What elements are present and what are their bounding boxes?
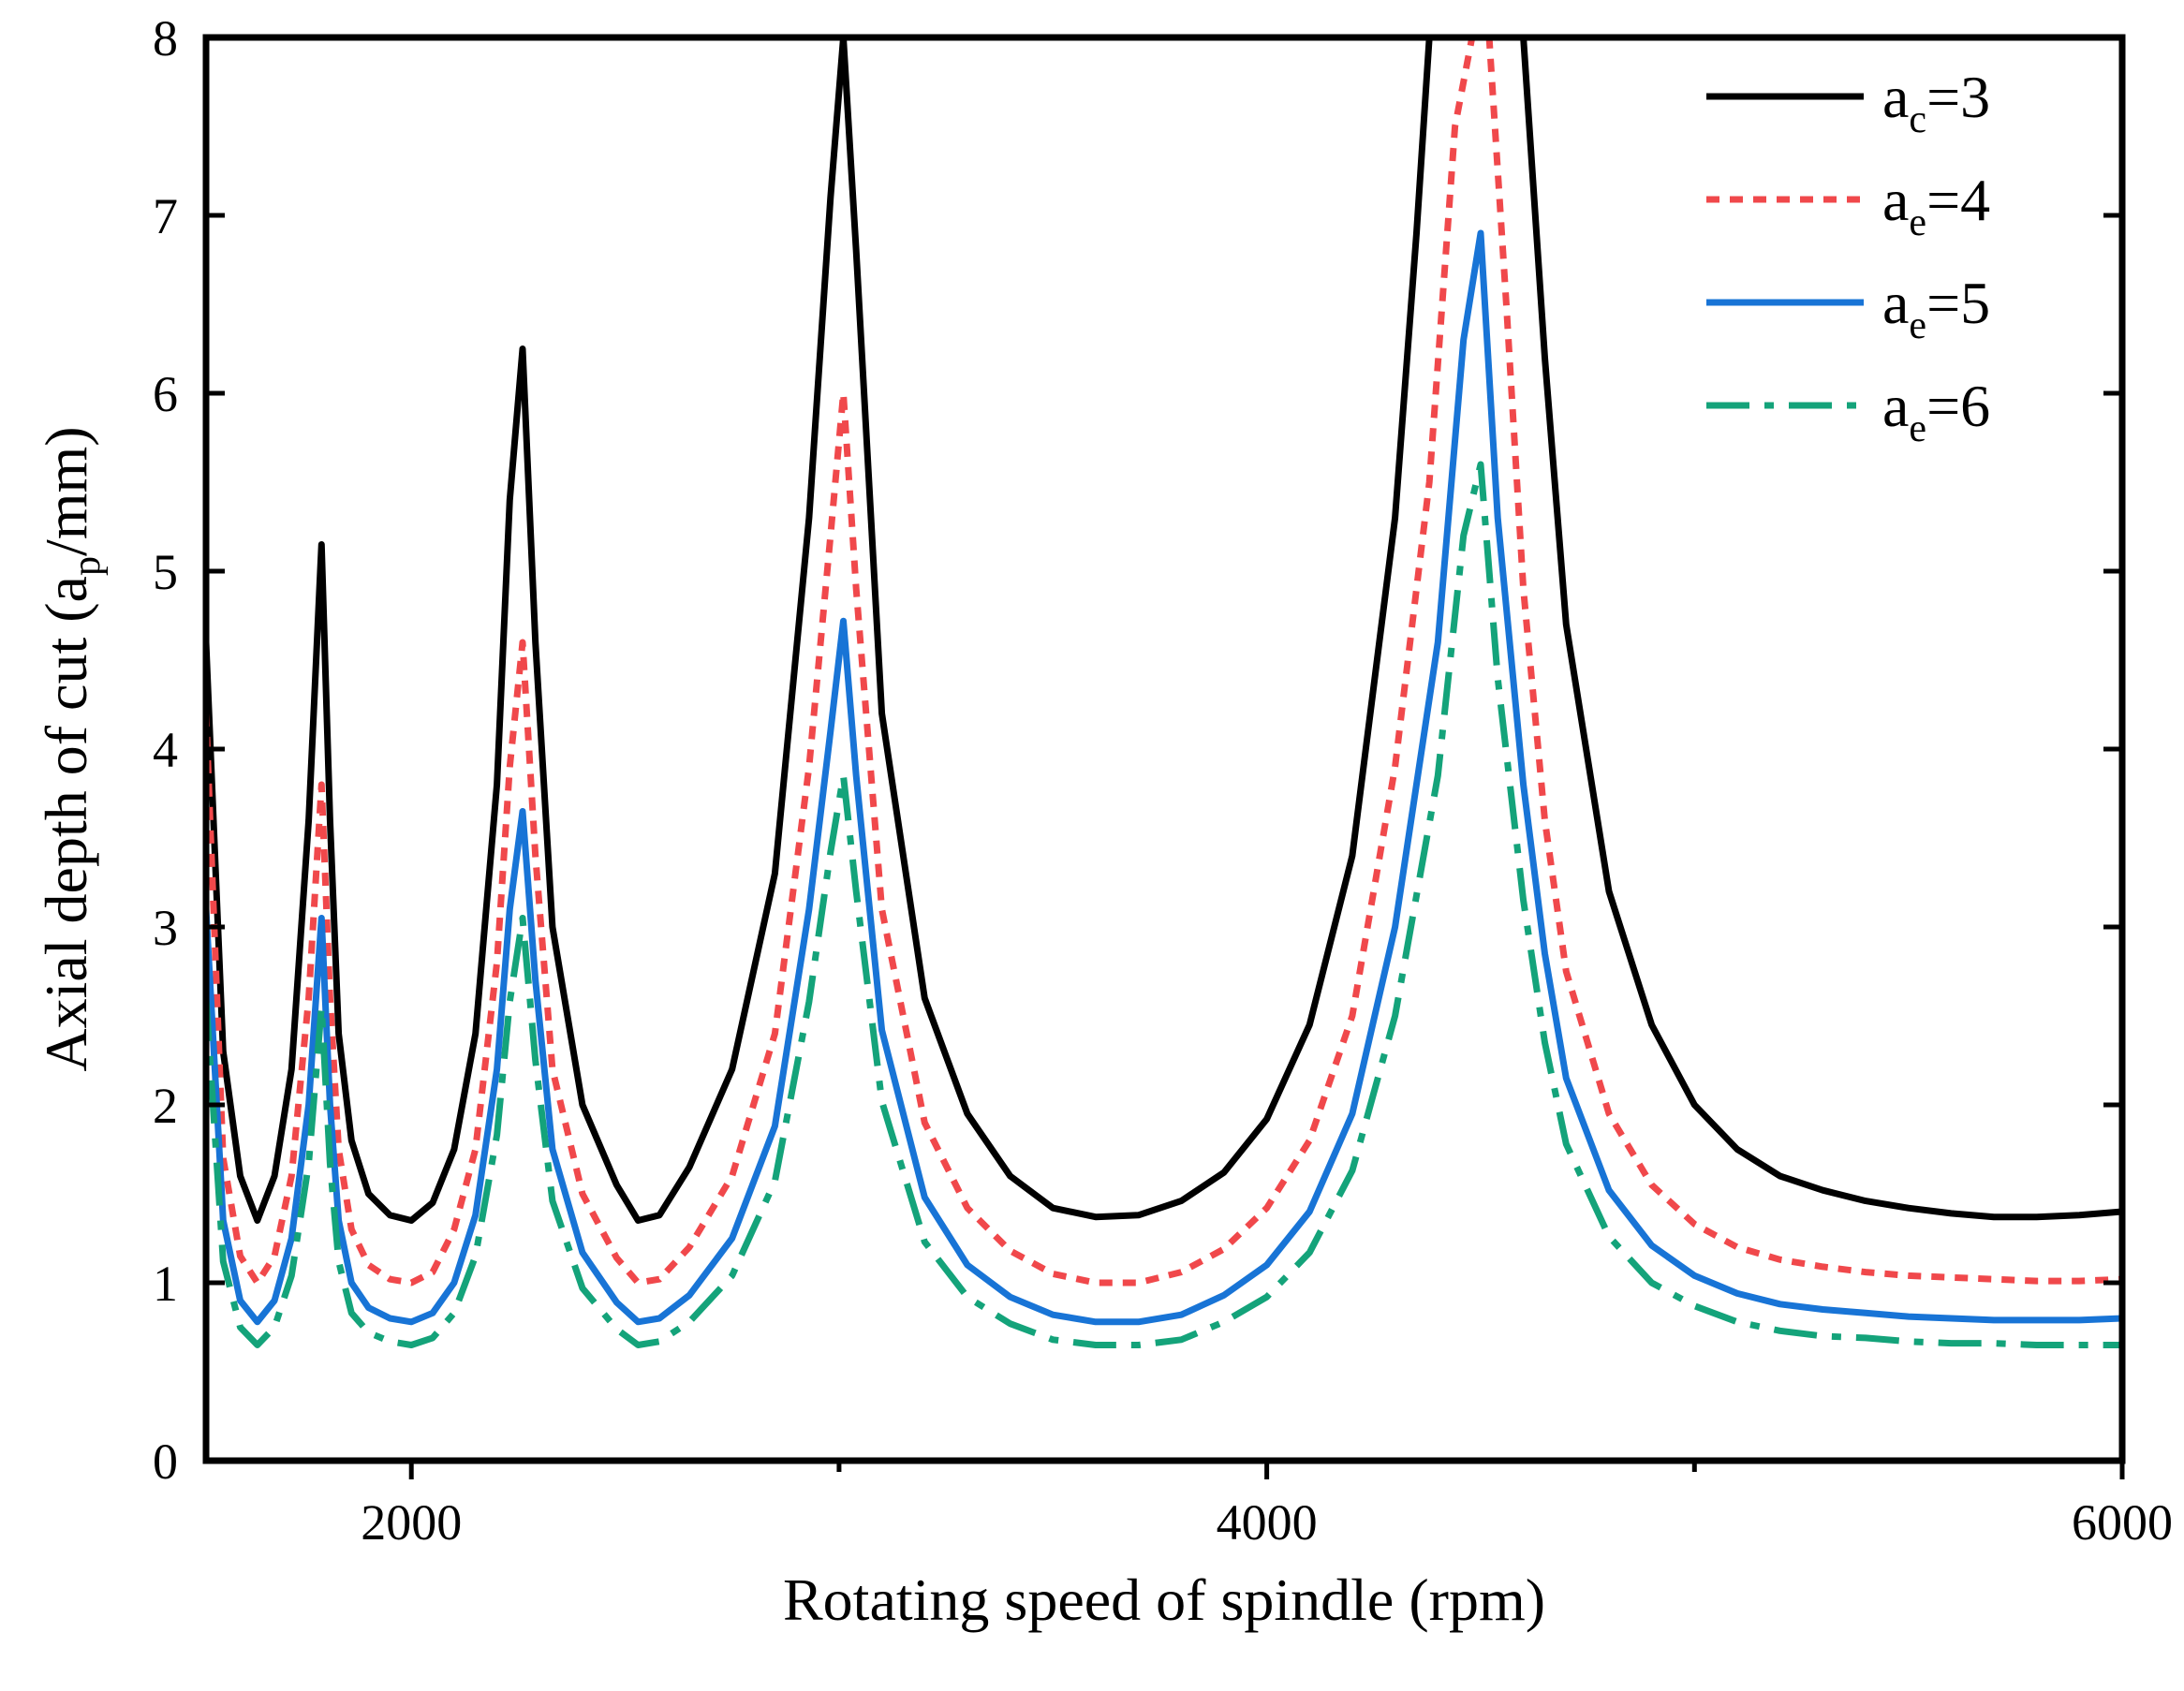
tick-layer: 0 1 2 3 4 5 6 7 8 2000 4000 6000 — [153, 10, 2173, 1551]
y-axis-title: Axial depth of cut (ap/mm) — [33, 426, 109, 1071]
y-tick-label: 4 — [153, 722, 178, 778]
y-tick-label: 5 — [153, 544, 178, 600]
y-tick-label: 7 — [153, 188, 178, 244]
series-layer — [206, 37, 2122, 1348]
x-tick-label: 2000 — [361, 1494, 462, 1551]
series-line-3 — [206, 229, 2122, 1326]
series-line-4 — [206, 461, 2122, 1348]
y-tick-label: 2 — [153, 1078, 178, 1134]
y-axis-title-prefix: Axial depth of cut (a — [33, 576, 99, 1072]
y-tick-label: 3 — [153, 900, 178, 956]
y-axis-title-suffix: /mm) — [33, 426, 99, 556]
y-tick-label: 6 — [153, 366, 178, 422]
y-tick-label: 8 — [153, 10, 178, 66]
x-axis-title: Rotating speed of spindle (rpm) — [783, 1566, 1545, 1633]
y-axis-title-sub: p — [66, 556, 109, 576]
plot-frame — [202, 34, 2126, 1464]
x-tick-label: 4000 — [1217, 1494, 1318, 1551]
series-line-1 — [206, 37, 2122, 1224]
x-tick-label: 6000 — [2072, 1494, 2173, 1551]
legend: ac=3 ae=4 ae=5 ae=6 — [1706, 64, 1990, 450]
series-line-2 — [206, 37, 2122, 1287]
legend-label-3: ae=5 — [1882, 270, 1990, 347]
y-tick-label: 0 — [153, 1434, 178, 1490]
legend-label-2: ae=4 — [1882, 167, 1990, 244]
legend-label-1: ac=3 — [1882, 64, 1990, 141]
legend-label-4: ae=6 — [1882, 373, 1990, 450]
y-tick-label: 1 — [153, 1256, 178, 1312]
